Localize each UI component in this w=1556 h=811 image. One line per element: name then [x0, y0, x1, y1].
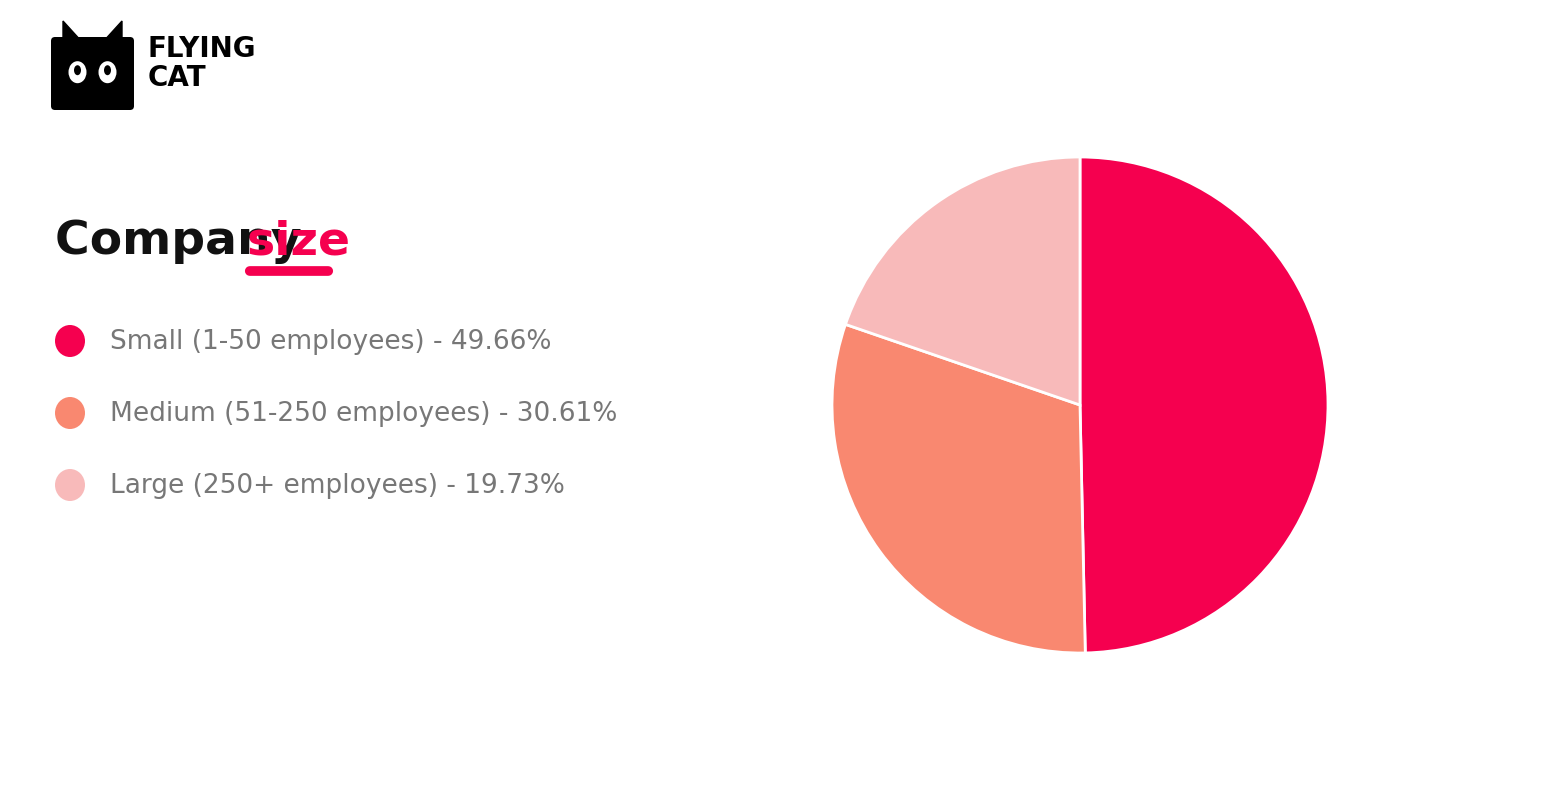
- Ellipse shape: [75, 67, 81, 76]
- Text: size: size: [247, 219, 352, 264]
- Text: Large (250+ employees) - 19.73%: Large (250+ employees) - 19.73%: [110, 473, 565, 499]
- Polygon shape: [103, 22, 121, 44]
- Ellipse shape: [54, 397, 86, 430]
- FancyBboxPatch shape: [51, 38, 134, 111]
- Text: Company: Company: [54, 219, 317, 264]
- Text: FLYING
CAT: FLYING CAT: [148, 35, 257, 92]
- Wedge shape: [845, 158, 1080, 406]
- Ellipse shape: [104, 67, 110, 76]
- Polygon shape: [62, 22, 82, 44]
- Ellipse shape: [54, 325, 86, 358]
- Wedge shape: [832, 325, 1085, 653]
- Ellipse shape: [68, 62, 87, 84]
- Ellipse shape: [54, 470, 86, 501]
- Ellipse shape: [98, 62, 117, 84]
- Text: Small (1-50 employees) - 49.66%: Small (1-50 employees) - 49.66%: [110, 328, 551, 354]
- Wedge shape: [1080, 158, 1327, 653]
- Text: Medium (51-250 employees) - 30.61%: Medium (51-250 employees) - 30.61%: [110, 401, 618, 427]
